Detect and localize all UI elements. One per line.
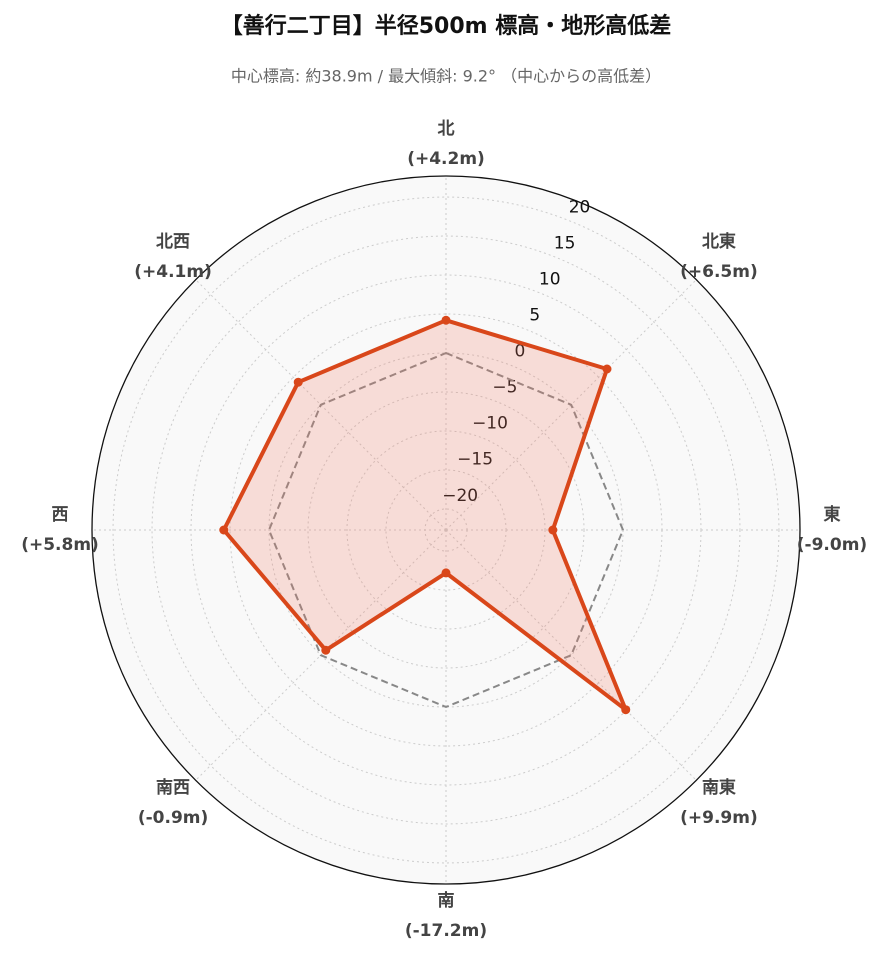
- category-label: 北東: [702, 231, 736, 252]
- series-point: [602, 364, 612, 374]
- category-label: 北: [438, 119, 455, 139]
- series-point: [219, 525, 229, 535]
- grid-circle: [151, 235, 741, 825]
- series-point: [621, 705, 631, 715]
- series-point: [321, 645, 331, 655]
- series-point: [548, 525, 558, 535]
- reference-line: [268, 352, 624, 708]
- grid-circle: [346, 430, 546, 630]
- r-tick-label: −15: [457, 450, 493, 470]
- category-label: 東: [824, 504, 841, 525]
- spoke: [445, 529, 697, 781]
- category-label: 南東: [702, 777, 736, 798]
- plot-border: [91, 175, 801, 885]
- r-tick-label: 20: [569, 198, 591, 218]
- category-label: 北西: [156, 232, 190, 252]
- grid-circle: [190, 274, 702, 786]
- value-label: (-9.0m): [797, 535, 867, 555]
- r-tick-label: −20: [442, 486, 478, 506]
- value-label: (+6.5m): [680, 262, 758, 282]
- chart-subtitle: 中心標高: 約38.9m / 最大傾斜: 9.2° （中心からの高低差）: [231, 67, 661, 86]
- category-label: 南: [438, 890, 455, 911]
- value-label: (-0.9m): [138, 808, 208, 828]
- r-tick-label: −5: [492, 378, 517, 398]
- category-label: 南西: [156, 777, 190, 798]
- grid-circle: [307, 391, 585, 669]
- series-point: [441, 568, 451, 578]
- chart-title: 【善行二丁目】半径500m 標高・地形高低差: [221, 13, 672, 39]
- r-tick-label: 0: [514, 342, 525, 362]
- r-tick-label: 10: [539, 270, 561, 290]
- category-label: 西: [52, 505, 69, 525]
- r-tick-label: 15: [554, 234, 576, 254]
- r-tick-label: 5: [529, 306, 540, 326]
- value-label: (+4.2m): [407, 149, 485, 169]
- r-tick-label: −10: [472, 414, 508, 434]
- series-point: [441, 315, 451, 325]
- value-label: (-17.2m): [405, 921, 487, 941]
- value-label: (+9.9m): [680, 808, 758, 828]
- series-area: [223, 320, 626, 710]
- value-label: (+4.1m): [134, 262, 212, 282]
- value-label: (+5.8m): [21, 535, 99, 555]
- series-point: [293, 377, 303, 387]
- grid-circle: [112, 196, 780, 864]
